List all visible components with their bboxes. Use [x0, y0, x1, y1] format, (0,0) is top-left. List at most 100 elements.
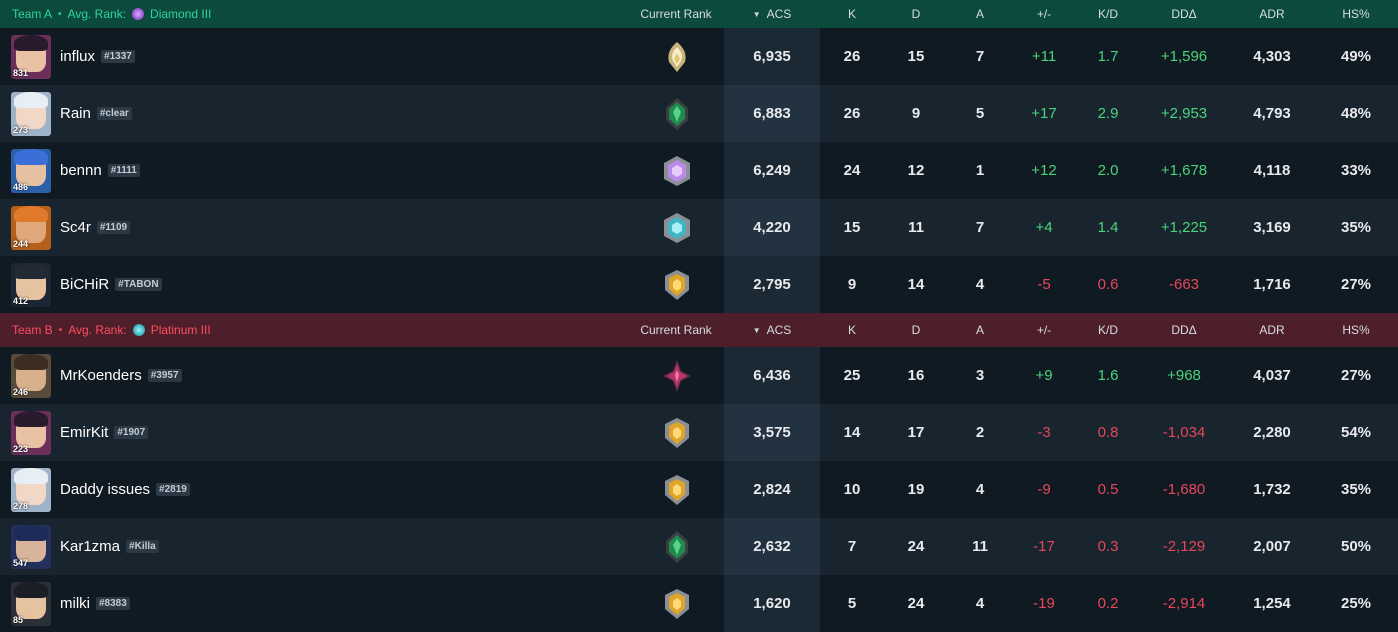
player-info[interactable]: 486 bennn #1111	[0, 142, 140, 199]
player-name[interactable]: EmirKit	[60, 424, 109, 441]
player-info[interactable]: 246 MrKoenders #3957	[0, 347, 182, 404]
k-header[interactable]: K	[847, 7, 856, 21]
deaths-value: 24	[907, 595, 925, 612]
kills-value: 15	[843, 219, 861, 236]
adr-value: 4,118	[1253, 162, 1291, 179]
dd-header[interactable]: DDΔ	[1171, 7, 1197, 21]
player-info[interactable]: 831 influx #1337	[0, 28, 135, 85]
acs-column-bg	[724, 256, 820, 313]
player-row[interactable]: 273 Rain #clear 6,883 26 9 5 +17 2.9 +2,953 4,7…	[0, 85, 1398, 142]
player-name[interactable]: milki	[60, 595, 90, 612]
player-row[interactable]: 278 Daddy issues #2819 2,824 10 19 4 -9 0.5 -1…	[0, 461, 1398, 518]
dd-header[interactable]: DDΔ	[1171, 323, 1197, 337]
plus-minus-value: +12	[1031, 162, 1057, 179]
player-row[interactable]: 412 BiCHiR #TABON 2,795 9 14 4 -5 0.6 -663 1,71…	[0, 256, 1398, 313]
agent-avatar: 547	[11, 524, 51, 569]
player-row[interactable]: 223 EmirKit #1907 3,575 14 17 2 -3 0.8 -1,034 2…	[0, 404, 1398, 461]
player-info[interactable]: 278 Daddy issues #2819	[0, 461, 190, 518]
player-info[interactable]: 273 Rain #clear	[0, 85, 132, 142]
headshot-percent-value: 35%	[1340, 481, 1372, 498]
d-header[interactable]: D	[911, 323, 921, 337]
agent-avatar: 246	[11, 353, 51, 398]
headshot-percent-value: 33%	[1340, 162, 1372, 179]
agent-avatar: 486	[11, 148, 51, 193]
adr-value: 2,280	[1253, 424, 1291, 441]
acs-column-bg	[724, 404, 820, 461]
player-tag: #1907	[114, 426, 149, 439]
player-row[interactable]: 246 MrKoenders #3957 6,436 25 16 3 +9 1.6 +968…	[0, 347, 1398, 404]
assists-value: 7	[975, 48, 985, 65]
player-info[interactable]: 244 Sc4r #1109	[0, 199, 131, 256]
team-a-info: Team A • Avg. Rank: Diamond III	[12, 7, 211, 21]
kd-header[interactable]: K/D	[1097, 323, 1118, 337]
assists-value: 4	[975, 276, 985, 293]
agent-avatar: 273	[11, 91, 51, 136]
headshot-percent-value: 27%	[1340, 367, 1372, 384]
account-level: 831	[13, 67, 29, 78]
kills-value: 9	[847, 276, 857, 293]
assists-value: 7	[975, 219, 985, 236]
a-header[interactable]: A	[975, 323, 984, 337]
account-level: 85	[13, 614, 24, 625]
damage-delta-value: +2,953	[1160, 105, 1208, 122]
team-a-avg-rank: Diamond III	[150, 7, 212, 21]
acs-header[interactable]: ▼ ACS	[724, 313, 820, 347]
diamond-rank-icon	[132, 8, 145, 20]
immortal-rank-icon	[662, 359, 692, 393]
player-name[interactable]: Daddy issues	[60, 481, 151, 498]
acs-value: 6,883	[753, 105, 791, 122]
account-level: 246	[13, 386, 29, 397]
diamond-rank-icon	[662, 154, 692, 188]
acs-header-label: ACS	[766, 323, 792, 337]
acs-header[interactable]: ▼ ACS	[724, 0, 820, 28]
acs-value: 2,824	[753, 481, 791, 498]
player-row[interactable]: 831 influx #1337 6,935 26 15 7 +11 1.7 +1,596 4…	[0, 28, 1398, 85]
player-info[interactable]: 412 BiCHiR #TABON	[0, 256, 162, 313]
player-name[interactable]: Rain	[60, 105, 91, 122]
current-rank-header: Current Rank	[640, 7, 712, 21]
acs-column-bg	[724, 28, 820, 85]
player-name[interactable]: MrKoenders	[60, 367, 142, 384]
player-name[interactable]: Sc4r	[60, 219, 91, 236]
player-info[interactable]: 547 Kar1zma #Killa	[0, 518, 159, 575]
adr-header[interactable]: ADR	[1259, 7, 1285, 21]
adr-value: 1,254	[1253, 595, 1291, 612]
player-name[interactable]: BiCHiR	[60, 276, 110, 293]
kd-header[interactable]: K/D	[1097, 7, 1118, 21]
player-name[interactable]: Kar1zma	[60, 538, 121, 555]
player-row[interactable]: 244 Sc4r #1109 4,220 15 11 7 +4 1.4 +1,225 3,16…	[0, 199, 1398, 256]
headshot-percent-value: 25%	[1340, 595, 1372, 612]
kills-value: 7	[847, 538, 857, 555]
team-b-separator: •	[58, 324, 63, 336]
player-row[interactable]: 85 milki #8383 1,620 5 24 4 -19 0.2 -2,914 1,25…	[0, 575, 1398, 632]
hs-header[interactable]: HS%	[1342, 7, 1370, 21]
deaths-value: 9	[911, 105, 921, 122]
damage-delta-value: -1,034	[1162, 424, 1206, 441]
player-name[interactable]: bennn	[60, 162, 102, 179]
team-b-name: Team B	[12, 323, 53, 337]
acs-header-label: ACS	[766, 7, 792, 21]
player-tag: #8383	[96, 597, 130, 610]
plus-minus-header[interactable]: +/-	[1036, 7, 1052, 21]
team-b-player-list: 246 MrKoenders #3957 6,436 25 16 3 +9 1.6 +968…	[0, 347, 1398, 632]
account-level: 486	[13, 181, 29, 192]
damage-delta-value: +1,678	[1160, 162, 1208, 179]
headshot-percent-value: 35%	[1340, 219, 1372, 236]
player-row[interactable]: 486 bennn #1111 6,249 24 12 1 +12 2.0 +1,678 4,…	[0, 142, 1398, 199]
agent-avatar: 412	[11, 262, 51, 307]
player-info[interactable]: 85 milki #8383	[0, 575, 130, 632]
sort-down-icon: ▼	[752, 9, 761, 19]
a-header[interactable]: A	[975, 7, 984, 21]
k-header[interactable]: K	[847, 323, 856, 337]
hs-header[interactable]: HS%	[1342, 323, 1370, 337]
adr-header[interactable]: ADR	[1259, 323, 1285, 337]
player-info[interactable]: 223 EmirKit #1907	[0, 404, 149, 461]
deaths-value: 16	[907, 367, 925, 384]
account-level: 223	[13, 443, 29, 454]
player-row[interactable]: 547 Kar1zma #Killa 2,632 7 24 11 -17 0.3 -2,12…	[0, 518, 1398, 575]
player-name[interactable]: influx	[60, 48, 96, 65]
player-tag: #TABON	[115, 278, 162, 291]
plus-minus-header[interactable]: +/-	[1036, 323, 1052, 337]
acs-value: 6,935	[753, 48, 791, 65]
d-header[interactable]: D	[911, 7, 921, 21]
